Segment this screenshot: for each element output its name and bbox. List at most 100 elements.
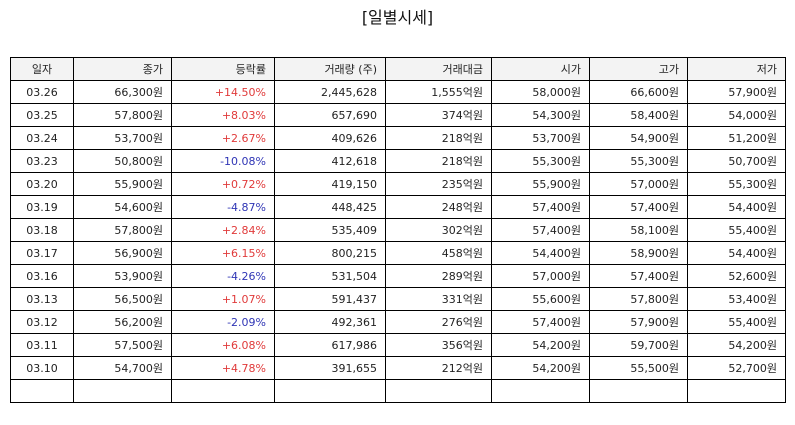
low-cell: 55,400원 xyxy=(687,218,786,242)
change-cell: -10.08% xyxy=(171,149,275,173)
high-cell: 57,000원 xyxy=(589,172,688,196)
open-cell: 54,200원 xyxy=(491,356,590,380)
date-cell: 03.17 xyxy=(10,241,74,265)
table-row: 03.23 50,800원 -10.08% 412,618 218억원 55,300원 55… xyxy=(10,149,786,173)
open-cell: 57,400원 xyxy=(491,218,590,242)
high-cell: 57,800원 xyxy=(589,287,688,311)
change-cell: -4.26% xyxy=(171,264,275,288)
table-row: 03.26 66,300원 +14.50% 2,445,628 1,555억원 58,00… xyxy=(10,80,786,104)
amount-cell: 248억원 xyxy=(385,195,492,219)
close-cell: 53,700원 xyxy=(73,126,172,150)
open-cell xyxy=(491,379,590,403)
low-cell: 53,400원 xyxy=(687,287,786,311)
table-row: 03.17 56,900원 +6.15% 800,215 458억원 54,400원 58,… xyxy=(10,241,786,265)
volume-cell: 591,437 xyxy=(274,287,386,311)
high-cell xyxy=(589,379,688,403)
table-body: 03.26 66,300원 +14.50% 2,445,628 1,555억원 58,00… xyxy=(10,80,786,403)
low-cell: 54,400원 xyxy=(687,241,786,265)
column-header-amount: 거래대금 xyxy=(385,57,492,81)
close-cell: 57,800원 xyxy=(73,103,172,127)
low-cell xyxy=(687,379,786,403)
date-cell: 03.24 xyxy=(10,126,74,150)
amount-cell: 374억원 xyxy=(385,103,492,127)
volume-cell: 617,986 xyxy=(274,333,386,357)
low-cell: 54,200원 xyxy=(687,333,786,357)
high-cell: 59,700원 xyxy=(589,333,688,357)
volume-cell: 409,626 xyxy=(274,126,386,150)
close-cell: 54,700원 xyxy=(73,356,172,380)
open-cell: 55,300원 xyxy=(491,149,590,173)
close-cell: 50,800원 xyxy=(73,149,172,173)
amount-cell xyxy=(385,379,492,403)
date-cell: 03.18 xyxy=(10,218,74,242)
high-cell: 58,900원 xyxy=(589,241,688,265)
change-cell: +2.84% xyxy=(171,218,275,242)
date-cell: 03.12 xyxy=(10,310,74,334)
close-cell: 66,300원 xyxy=(73,80,172,104)
change-cell: +4.78% xyxy=(171,356,275,380)
low-cell: 54,400원 xyxy=(687,195,786,219)
table-row xyxy=(10,379,786,403)
amount-cell: 302억원 xyxy=(385,218,492,242)
low-cell: 50,700원 xyxy=(687,149,786,173)
table-row: 03.16 53,900원 -4.26% 531,504 289억원 57,000원 57,… xyxy=(10,264,786,288)
change-cell: +1.07% xyxy=(171,287,275,311)
amount-cell: 276억원 xyxy=(385,310,492,334)
close-cell: 56,500원 xyxy=(73,287,172,311)
low-cell: 57,900원 xyxy=(687,80,786,104)
close-cell: 57,500원 xyxy=(73,333,172,357)
volume-cell: 2,445,628 xyxy=(274,80,386,104)
low-cell: 55,300원 xyxy=(687,172,786,196)
column-header-change: 등락률 xyxy=(171,57,275,81)
page-title: [일별시세] xyxy=(361,8,434,27)
column-header-open: 시가 xyxy=(491,57,590,81)
table-row: 03.19 54,600원 -4.87% 448,425 248억원 57,400원 57,… xyxy=(10,195,786,219)
open-cell: 54,400원 xyxy=(491,241,590,265)
date-cell: 03.25 xyxy=(10,103,74,127)
close-cell: 56,200원 xyxy=(73,310,172,334)
high-cell: 55,300원 xyxy=(589,149,688,173)
amount-cell: 289억원 xyxy=(385,264,492,288)
open-cell: 55,900원 xyxy=(491,172,590,196)
change-cell: -4.87% xyxy=(171,195,275,219)
date-cell: 03.20 xyxy=(10,172,74,196)
amount-cell: 218억원 xyxy=(385,149,492,173)
close-cell: 55,900원 xyxy=(73,172,172,196)
table-row: 03.13 56,500원 +1.07% 591,437 331억원 55,600원 57,… xyxy=(10,287,786,311)
change-cell: +14.50% xyxy=(171,80,275,104)
volume-cell xyxy=(274,379,386,403)
open-cell: 57,400원 xyxy=(491,195,590,219)
date-cell: 03.19 xyxy=(10,195,74,219)
high-cell: 58,400원 xyxy=(589,103,688,127)
daily-price-table: 일자 종가 등락률 거래량 (주) 거래대금 시가 고가 저가 03.26 66,… xyxy=(10,57,786,403)
amount-cell: 1,555억원 xyxy=(385,80,492,104)
date-cell: 03.16 xyxy=(10,264,74,288)
volume-cell: 535,409 xyxy=(274,218,386,242)
open-cell: 58,000원 xyxy=(491,80,590,104)
change-cell: +2.67% xyxy=(171,126,275,150)
close-cell: 57,800원 xyxy=(73,218,172,242)
change-cell: +6.08% xyxy=(171,333,275,357)
table-header-row: 일자 종가 등락률 거래량 (주) 거래대금 시가 고가 저가 xyxy=(10,57,786,81)
column-header-high: 고가 xyxy=(589,57,688,81)
high-cell: 57,400원 xyxy=(589,264,688,288)
high-cell: 58,100원 xyxy=(589,218,688,242)
volume-cell: 412,618 xyxy=(274,149,386,173)
table-row: 03.11 57,500원 +6.08% 617,986 356억원 54,200원 59,… xyxy=(10,333,786,357)
high-cell: 66,600원 xyxy=(589,80,688,104)
high-cell: 57,400원 xyxy=(589,195,688,219)
open-cell: 57,000원 xyxy=(491,264,590,288)
column-header-date: 일자 xyxy=(10,57,74,81)
open-cell: 55,600원 xyxy=(491,287,590,311)
open-cell: 57,400원 xyxy=(491,310,590,334)
open-cell: 53,700원 xyxy=(491,126,590,150)
close-cell xyxy=(73,379,172,403)
table-row: 03.25 57,800원 +8.03% 657,690 374억원 54,300원 58,… xyxy=(10,103,786,127)
column-header-low: 저가 xyxy=(687,57,786,81)
volume-cell: 657,690 xyxy=(274,103,386,127)
table-row: 03.20 55,900원 +0.72% 419,150 235억원 55,900원 57,… xyxy=(10,172,786,196)
open-cell: 54,200원 xyxy=(491,333,590,357)
change-cell: +8.03% xyxy=(171,103,275,127)
column-header-close: 종가 xyxy=(73,57,172,81)
column-header-volume: 거래량 (주) xyxy=(274,57,386,81)
